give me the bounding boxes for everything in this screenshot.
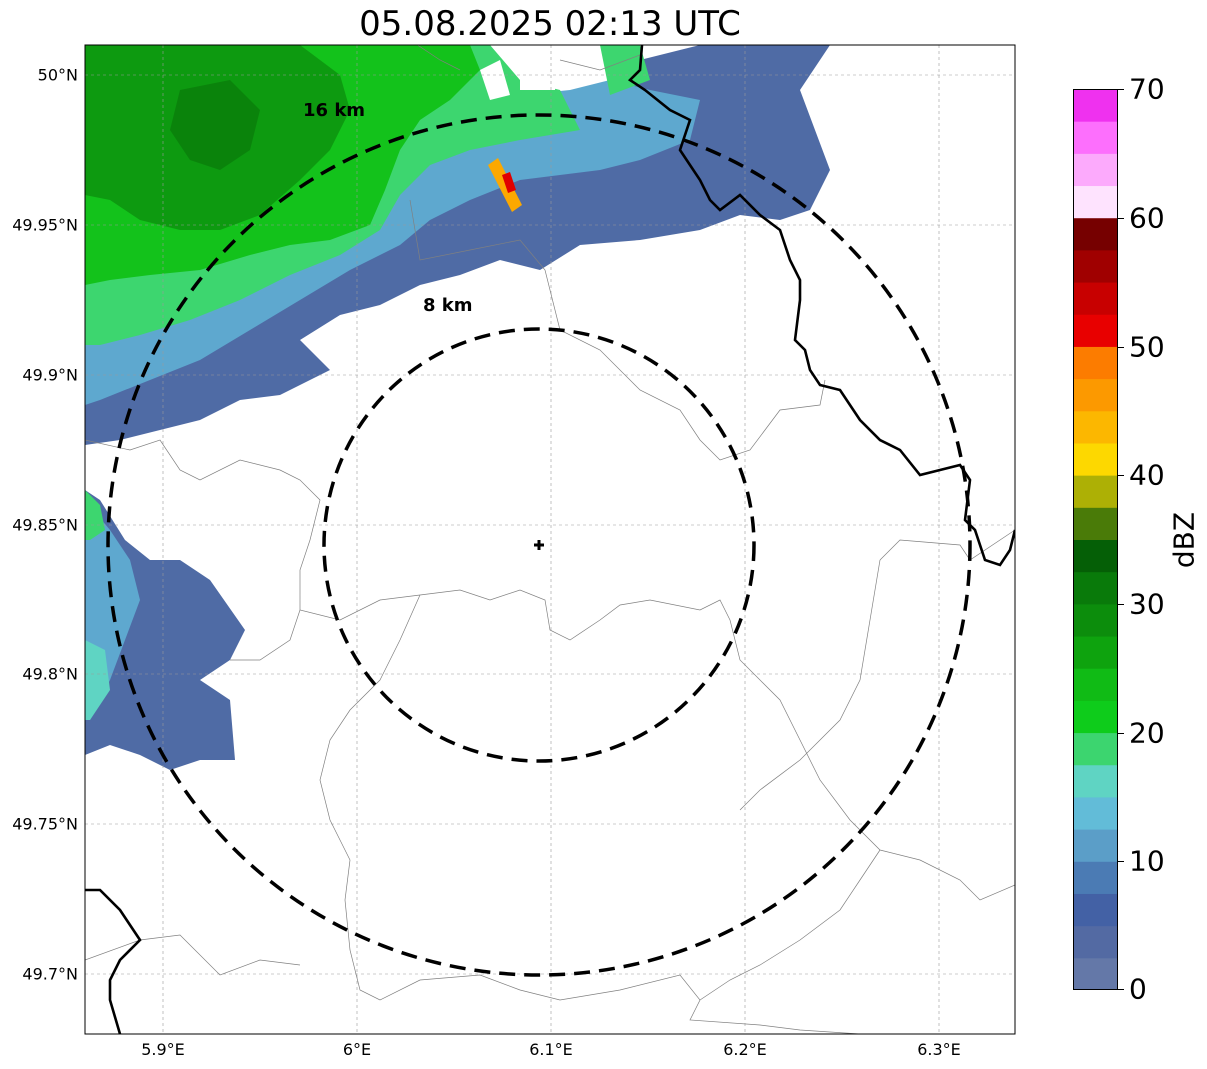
ring-8km <box>322 327 756 763</box>
colorbar-segment <box>1073 410 1118 444</box>
colorbar-segment <box>1073 153 1118 187</box>
colorbar-segment <box>1073 732 1118 766</box>
colorbar-tickmark <box>1118 604 1124 605</box>
colorbar-tick-label: 20 <box>1129 716 1165 750</box>
gridlines <box>85 45 1015 1034</box>
colorbar-frame <box>1073 89 1118 990</box>
colorbar-tick-label: 60 <box>1129 201 1165 235</box>
colorbar-tick-label: 50 <box>1129 330 1165 364</box>
colorbar-segment <box>1073 185 1118 219</box>
colorbar-segment <box>1073 89 1118 122</box>
colorbar-segment <box>1073 796 1118 830</box>
colorbar-segment <box>1073 893 1118 927</box>
ring-label-16km: 16 km <box>303 100 366 121</box>
colorbar-segment <box>1073 121 1118 154</box>
colorbar-segment <box>1073 314 1118 347</box>
colorbar-segment <box>1073 442 1118 476</box>
admin-borders <box>85 45 1015 1034</box>
lat-tick-label: 49.85°N <box>12 515 78 535</box>
colorbar-title: dBZ <box>1167 511 1201 569</box>
colorbar-tickmark <box>1118 347 1124 348</box>
colorbar-tickmark <box>1118 861 1124 862</box>
colorbar-segment <box>1073 700 1118 734</box>
colorbar-segment <box>1073 603 1118 637</box>
lon-tick-label: 6°E <box>342 1040 372 1059</box>
colorbar-segment <box>1073 571 1118 605</box>
colorbar-segment <box>1073 507 1118 540</box>
lon-tick-label: 6.3°E <box>917 1040 961 1059</box>
lat-tick-label: 49.95°N <box>12 215 78 235</box>
colorbar-tickmark <box>1118 989 1124 990</box>
range-rings <box>106 113 972 977</box>
colorbar-segment <box>1073 861 1118 894</box>
lat-tick-label: 49.75°N <box>12 814 78 834</box>
radar-echo-west <box>85 490 245 770</box>
ring-label-8km: 8 km <box>423 295 473 316</box>
radar-site-cross-icon <box>534 540 544 550</box>
colorbar <box>1073 89 1118 990</box>
colorbar-tickmark <box>1118 733 1124 734</box>
colorbar-tickmark <box>1118 218 1124 219</box>
lat-tick-label: 49.7°N <box>22 964 78 984</box>
colorbar-segment <box>1073 957 1118 990</box>
colorbar-tick-label: 40 <box>1129 458 1165 492</box>
colorbar-segment <box>1073 764 1118 798</box>
colorbar-segment <box>1073 346 1118 380</box>
radar-echo-north <box>85 45 830 445</box>
lon-tick-label: 6.1°E <box>529 1040 573 1059</box>
lat-tick-label: 49.9°N <box>22 365 78 385</box>
ring-16km <box>106 113 972 977</box>
lon-tick-label: 5.9°E <box>141 1040 185 1059</box>
colorbar-segment <box>1073 217 1118 251</box>
colorbar-tick-label: 10 <box>1129 844 1165 878</box>
lon-tick-label: 6.2°E <box>723 1040 767 1059</box>
colorbar-segment <box>1073 925 1118 959</box>
colorbar-segment <box>1073 475 1118 508</box>
lat-tick-label: 49.8°N <box>22 664 78 684</box>
colorbar-tickmark <box>1118 475 1124 476</box>
colorbar-tickmark <box>1118 89 1124 90</box>
colorbar-segment <box>1073 249 1118 283</box>
colorbar-segment <box>1073 539 1118 573</box>
colorbar-tick-label: 70 <box>1129 72 1165 106</box>
colorbar-segment <box>1073 282 1118 315</box>
plot-frame <box>84 44 1016 1035</box>
colorbar-segment <box>1073 636 1118 669</box>
colorbar-segment <box>1073 829 1118 862</box>
lat-tick-label: 50°N <box>37 65 78 85</box>
colorbar-segment <box>1073 378 1118 412</box>
colorbar-tick-label: 0 <box>1129 972 1147 1006</box>
colorbar-tick-label: 30 <box>1129 587 1165 621</box>
colorbar-segment <box>1073 668 1118 701</box>
map-title: 05.08.2025 02:13 UTC <box>359 4 741 44</box>
